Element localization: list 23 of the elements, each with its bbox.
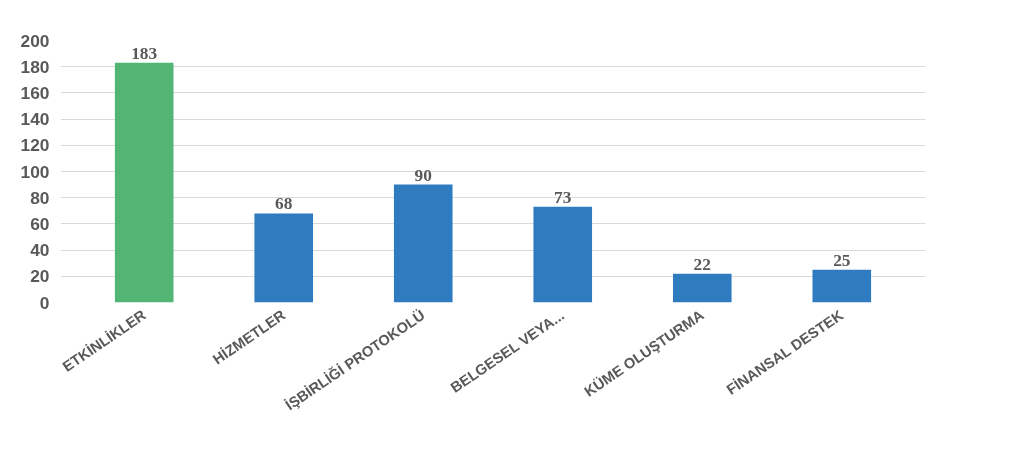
bar — [672, 273, 732, 303]
y-tick-label: 100 — [20, 161, 50, 182]
data-label: 25 — [833, 250, 851, 270]
y-tick-label: 140 — [20, 109, 50, 130]
bar — [393, 184, 453, 303]
y-tick-label: 20 — [30, 266, 50, 287]
bar — [254, 213, 314, 303]
y-tick-label: 180 — [20, 56, 50, 77]
data-label: 68 — [275, 194, 293, 214]
bar — [533, 206, 593, 303]
data-label: 90 — [414, 165, 432, 185]
y-tick-label: 40 — [30, 240, 50, 261]
y-tick-label: 120 — [20, 135, 50, 156]
y-tick-label: 200 — [20, 30, 50, 51]
bar — [114, 62, 174, 303]
data-label: 183 — [131, 43, 158, 63]
bar — [812, 269, 872, 303]
data-label: 22 — [693, 254, 711, 274]
y-tick-label: 80 — [30, 187, 50, 208]
y-tick-label: 60 — [30, 213, 50, 234]
y-tick-label: 0 — [39, 292, 50, 313]
y-tick-label: 160 — [20, 82, 50, 103]
data-label: 73 — [554, 187, 572, 207]
